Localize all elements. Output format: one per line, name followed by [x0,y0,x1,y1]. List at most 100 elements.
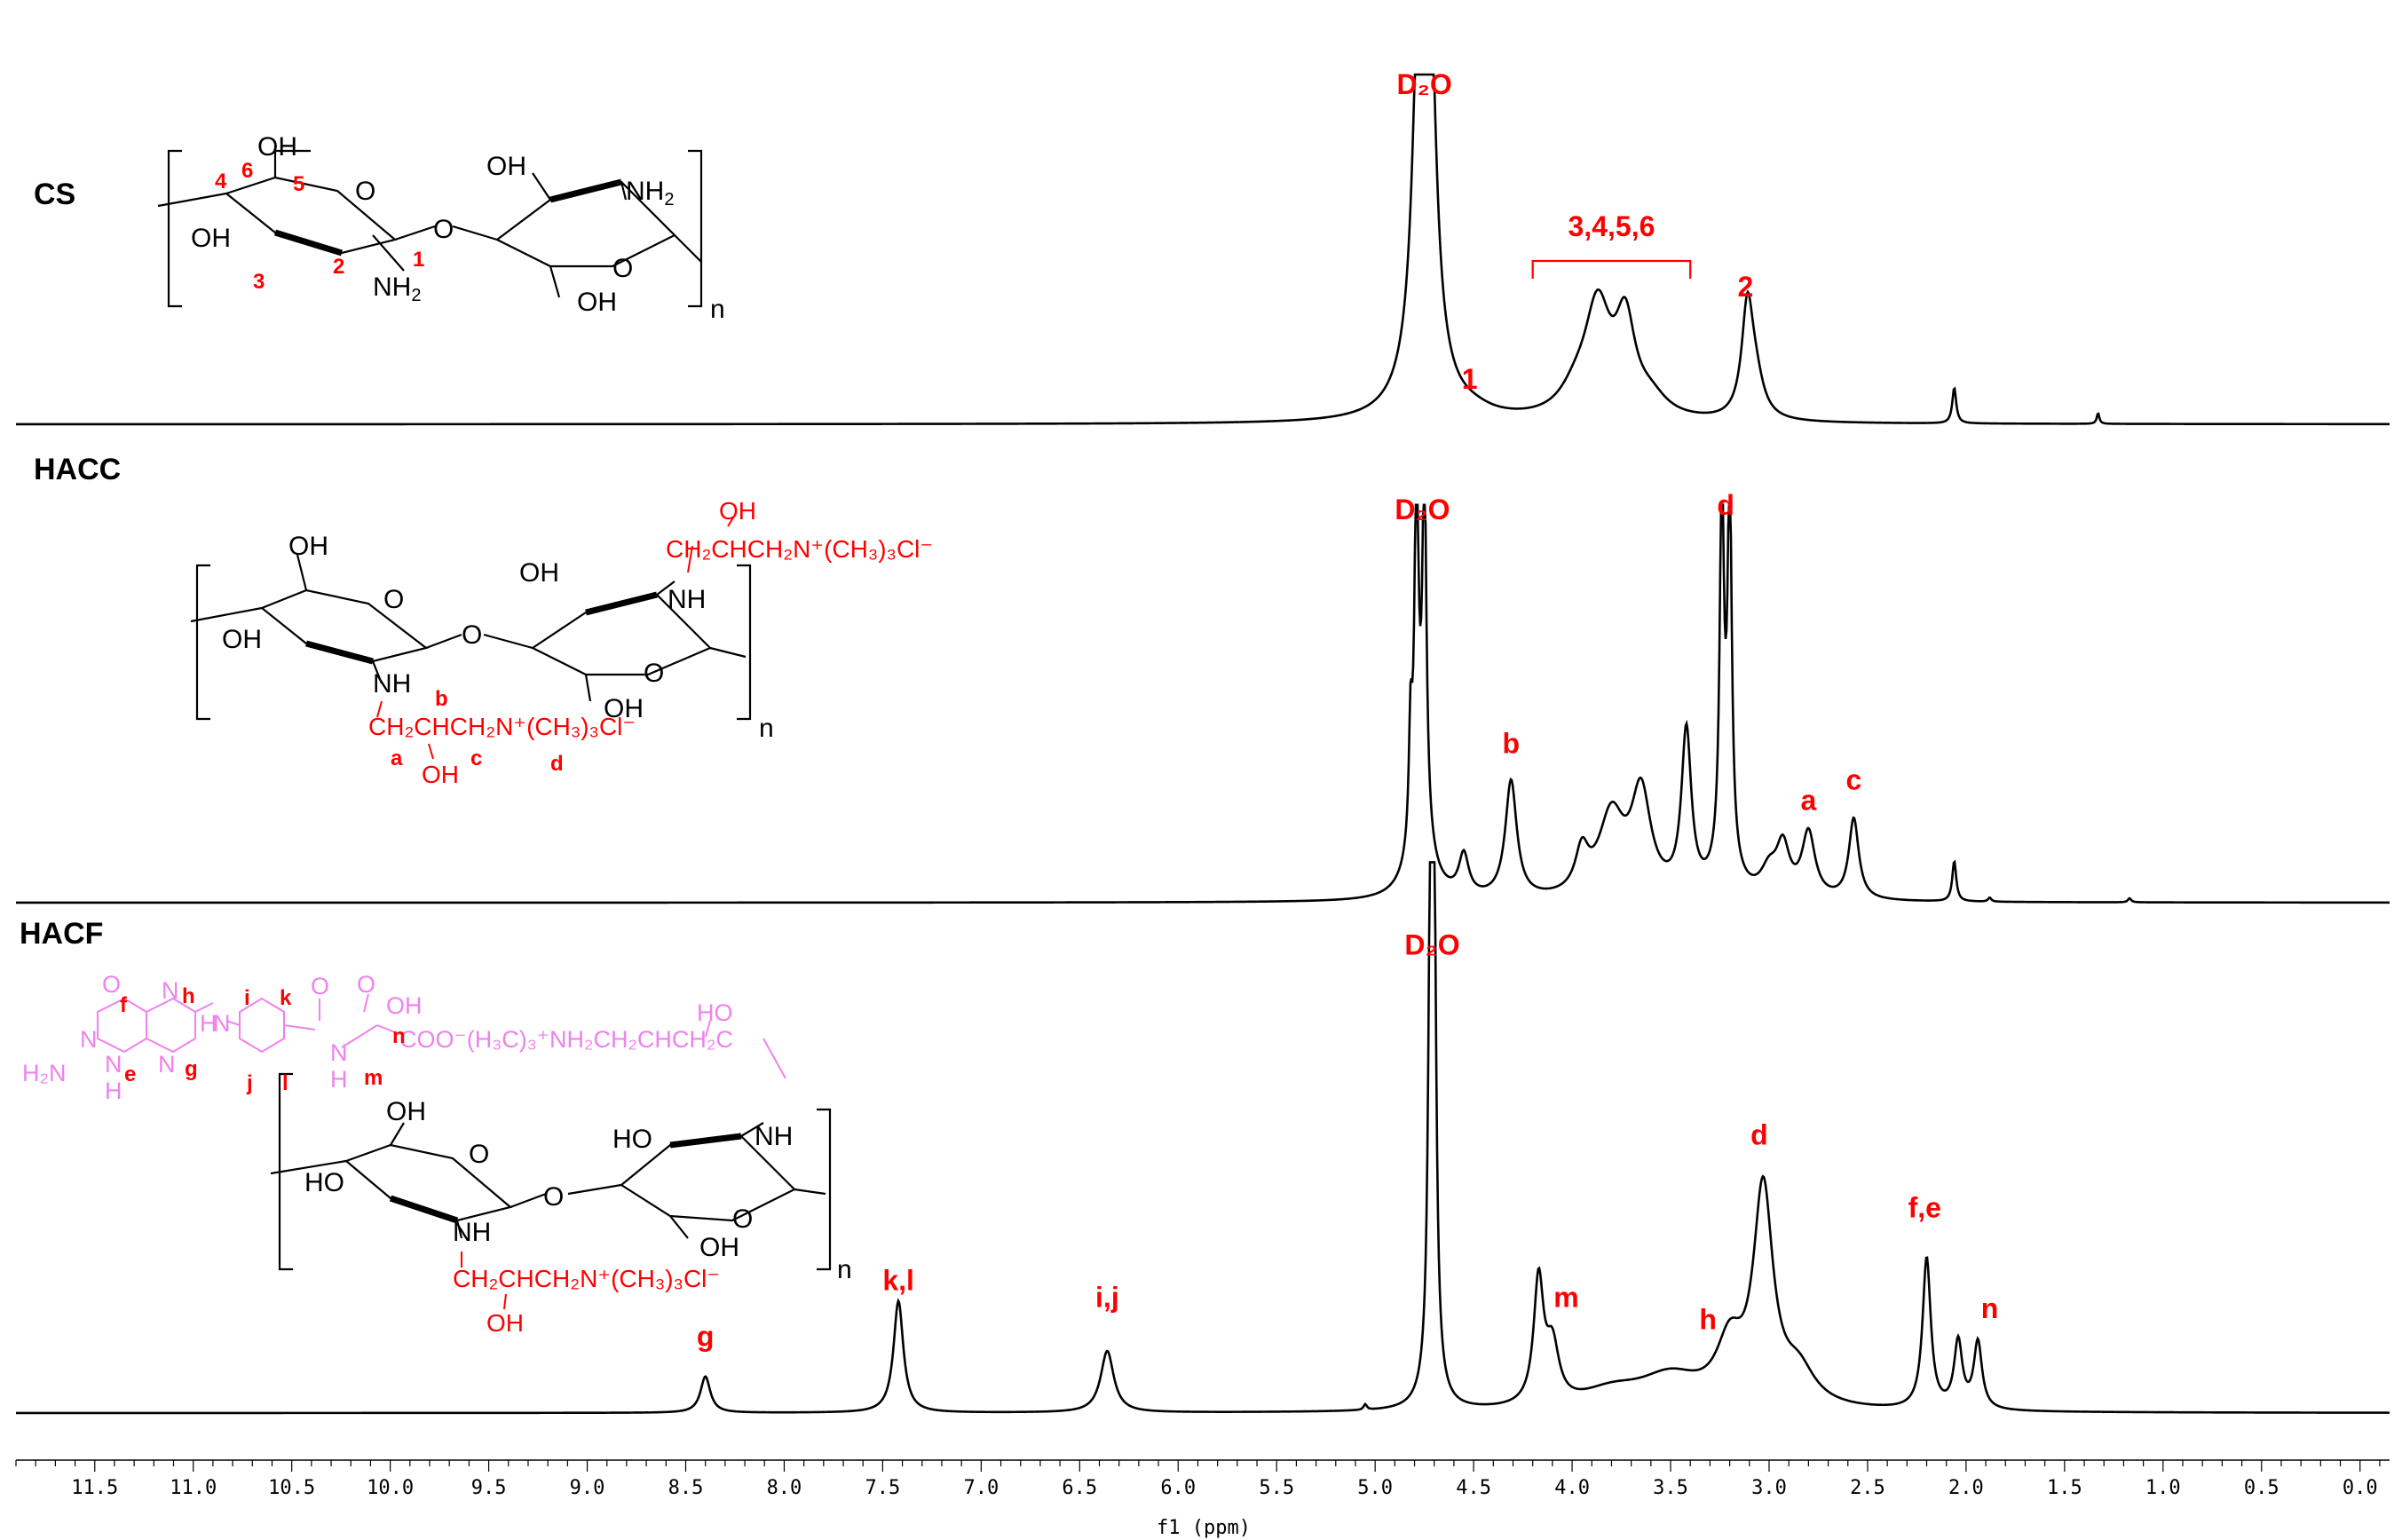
hacf-chain: COO⁻(H₃C)₃⁺NH₂CH₂CHCH₂C [399,1026,733,1053]
x-tick-label: 0.0 [2343,1477,2378,1499]
hacc-ring1-bold [305,640,374,665]
hacf-n: n [837,1255,852,1284]
hacf-folate-h2n: H₂N [22,1060,66,1086]
hacf-bond-glu-co [363,993,369,1013]
hacf-lab-f: f [120,993,128,1017]
x-tick-label: 11.0 [170,1477,217,1499]
hacf-amide-o: O [311,973,329,999]
spectrum-label-hacc: HACC [34,453,121,486]
hacc-structure [190,554,752,721]
peak-label-hacc-3: a [1800,784,1816,816]
peak-label-hacf-4: m [1553,1281,1578,1313]
hacc-structure-side [376,514,736,760]
hacc-bond-side-bottom-oh [428,743,434,760]
hacc-side-oh-top: OH [719,497,756,525]
x-tick-label: 4.5 [1456,1477,1491,1499]
x-tick-label: 0.5 [2244,1477,2280,1499]
hacf-amide-n: N [330,1039,348,1066]
peak-label-hacf-7: f,e [1908,1192,1941,1224]
hacf-lab-n: n [392,1024,406,1048]
peak-label-hacf-0: D₂O [1404,928,1459,960]
cs-oh-top: OH [257,132,297,162]
hacf-bracket-right [817,1108,832,1271]
hacf-pteridine-ring2 [146,997,196,1054]
x-tick-label: 11.5 [71,1477,118,1499]
cs-bond-ch2 [549,265,561,298]
cs-ring1-bold [273,229,344,257]
hacf-folate-h: H [105,1078,122,1104]
hacf-bond-ch2-bottom [669,1215,689,1239]
x-axis-ticks: 11.5 11.0 10.5 10.0 9.5 9.0 8.5 8.0 7.5 7.0 6.5 6.0… [15,1460,2381,1499]
hacc-bracket-right [737,564,752,721]
peak-bracket-cs [1531,259,1692,279]
hacc-o-ring2: O [644,659,664,688]
spectrum-label-cs: CS [34,178,75,211]
spectrum-trace-cs [16,73,2390,426]
hacc-ring2-bold [585,591,658,616]
hacf-bond-nh-top [740,1122,764,1137]
cs-bond-nh2-top [620,181,628,201]
hacc-n: n [759,714,774,743]
peak-label-hacf-1: g [697,1320,715,1352]
peak-label-hacc-0: D₂O [1395,494,1450,525]
spectrum-trace-hacc [16,503,2390,904]
hacf-lab-l: l [282,1071,288,1095]
hacc-lab-d: d [550,752,564,776]
cs-oh-right: OH [486,152,526,181]
hacf-folate-nh: N [213,1010,231,1037]
hacf-side-chain: CH₂CHCH₂N⁺(CH₃)₃Cl⁻ [453,1265,720,1292]
cs-bond-link2 [452,225,498,241]
hacf-lab-k: k [280,986,292,1010]
hacf-lab-j: j [246,1071,253,1095]
hacf-oh-bottom: OH [699,1233,739,1262]
peak-label-hacf-2: k,l [882,1264,914,1296]
spectra-traces [16,73,2390,1415]
peak-label-cs-2: 3,4,5,6 [1568,210,1655,242]
hacf-o-link: O [543,1182,564,1212]
spectrum-label-hacf: HACF [20,917,103,951]
x-tick-label: 8.0 [767,1477,802,1499]
cs-nh2-top-nh: NH [626,177,664,206]
x-tick-label: 9.0 [570,1477,605,1499]
cs-ring2-bold [549,178,622,203]
hacf-structure [270,1072,832,1271]
hacf-bond-nh [225,1020,241,1026]
x-tick-label: 4.0 [1554,1477,1590,1499]
cs-structure-text: OH OH O O NH2 OH NH2 O OH n 1 2 3 4 5 6 [191,132,725,324]
x-tick-label: 5.5 [1259,1477,1294,1499]
hacc-oh-bottom: OH [604,694,644,723]
hacf-oh-left: HO [304,1168,344,1197]
x-tick-label: 2.0 [1948,1477,1984,1499]
hacf-folate-n1: N [80,1026,98,1053]
x-axis: 11.5 11.0 10.5 10.0 9.5 9.0 8.5 8.0 7.5 7.0 6.5 6.0… [15,1459,2390,1539]
hacc-lab-b: b [435,687,448,711]
hacc-side-oh-bottom: OH [422,761,459,788]
cs-bond-oh-top [532,172,551,201]
hacc-bond-side-bottom [376,700,383,718]
cs-o-ring2: O [612,254,633,283]
hacf-lab-g: g [185,1057,198,1081]
hacf-folate-h2: H [200,1010,217,1037]
hacc-bond-ch2oh [296,554,308,591]
x-tick-label: 8.5 [668,1477,704,1499]
x-tick-label: 6.5 [1062,1477,1097,1499]
hacc-lab-c: c [470,746,482,770]
hacf-bond-amide [283,1024,316,1031]
x-tick-label: 7.5 [865,1477,901,1499]
cs-nh2-bottom-nh: NH [373,272,411,302]
hacc-nh-bottom: NH [373,669,411,699]
cs-nh2-bottom-sub: 2 [411,286,421,305]
hacf-folate-o: O [102,971,121,998]
hacf-oh-top: OH [386,1097,426,1126]
hacf-ring1-bold [389,1195,459,1224]
hacf-o-ring2: O [732,1204,753,1234]
cs-o-link: O [433,215,454,244]
peak-label-cs-1: 1 [1462,363,1478,395]
hacf-bond-chain [376,1024,400,1035]
x-tick-label: 5.0 [1357,1477,1393,1499]
hacc-oh-top: OH [288,532,328,561]
hacf-bond-chain-oh [705,1020,711,1038]
hacc-bond-left [190,606,263,623]
hacc-bond-side-top-oh [727,514,736,527]
hacf-bond-left [270,1159,347,1175]
